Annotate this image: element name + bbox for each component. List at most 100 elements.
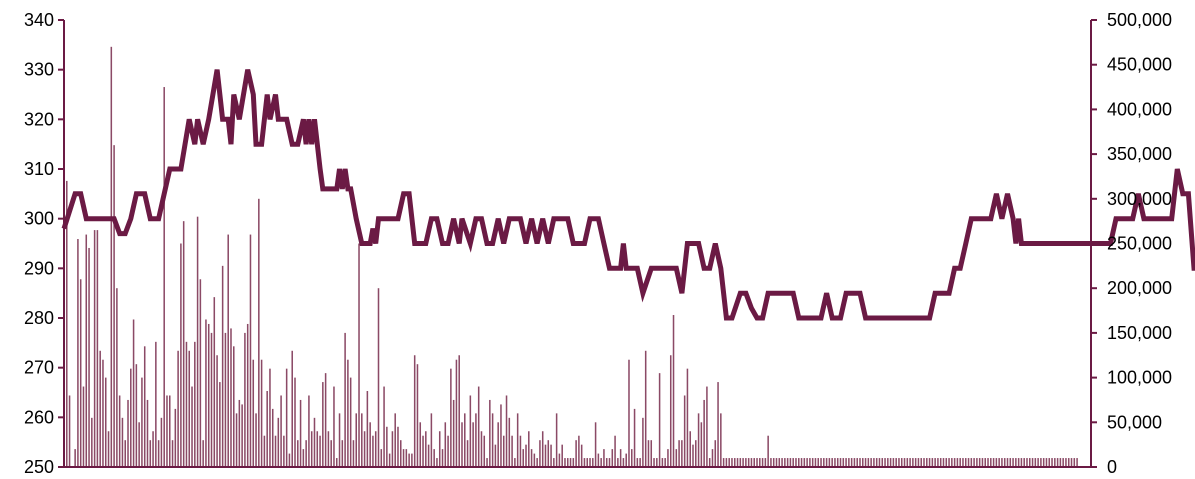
volume-bar: [656, 458, 658, 467]
volume-bar: [870, 458, 872, 467]
volume-bar: [452, 399, 455, 467]
volume-bar: [553, 458, 555, 467]
volume-bar: [592, 458, 594, 467]
volume-bar: [903, 458, 906, 467]
volume-bar: [433, 449, 435, 467]
volume-bar: [700, 422, 703, 467]
volume-bar: [692, 444, 694, 467]
volume-bar: [990, 458, 992, 467]
volume-bar: [269, 368, 271, 467]
volume-bar: [650, 440, 653, 467]
volume-bar: [597, 453, 600, 467]
volume-bar: [349, 377, 352, 467]
volume-bar: [828, 458, 831, 467]
volume-bar: [464, 413, 466, 467]
volume-bar: [316, 431, 319, 467]
volume-bar: [322, 382, 324, 467]
volume-bar: [892, 458, 895, 467]
volume-bar: [864, 458, 867, 467]
volume-bar: [939, 458, 942, 467]
volume-bar: [235, 413, 238, 467]
volume-bar: [308, 395, 310, 467]
volume-bar: [182, 221, 185, 467]
volume-bar: [725, 458, 728, 467]
volume-bar: [714, 440, 717, 467]
volume-bar: [653, 458, 655, 467]
volume-bar: [413, 355, 416, 467]
volume-bar: [88, 247, 90, 467]
volume-bar: [817, 458, 820, 467]
volume-bar: [1031, 458, 1034, 467]
volume-bar: [1048, 458, 1051, 467]
volume-bar: [792, 458, 794, 467]
volume-bar: [761, 458, 764, 467]
volume-bar: [143, 346, 146, 467]
volume-bar: [241, 404, 243, 467]
volume-bar: [489, 399, 491, 467]
volume-bar: [964, 458, 967, 467]
volume-bar: [848, 458, 850, 467]
volume-bar: [528, 431, 530, 467]
volume-bar: [91, 417, 93, 467]
volume-bar: [1051, 458, 1053, 467]
volume-bar: [202, 440, 204, 467]
right-tick-label: 400,000: [1107, 99, 1172, 119]
volume-bar: [636, 458, 639, 467]
volume-bar: [102, 359, 104, 467]
volume-bar: [391, 431, 394, 467]
volume-bar: [875, 458, 878, 467]
volume-bar: [110, 46, 113, 467]
volume-bar: [458, 355, 460, 467]
volume-bar: [781, 458, 783, 467]
volume-bar: [219, 382, 221, 467]
volume-bar: [739, 458, 742, 467]
volume-bar: [135, 364, 138, 467]
volume-bar: [642, 417, 644, 467]
volume-bar: [912, 458, 914, 467]
volume-bar: [369, 422, 371, 467]
volume-bar: [806, 458, 808, 467]
volume-bar: [764, 458, 767, 467]
volume-bar: [188, 350, 191, 467]
left-tick-label: 250: [24, 457, 54, 477]
volume-bar: [631, 449, 633, 467]
left-tick-label: 320: [24, 109, 54, 129]
volume-bar: [628, 359, 630, 467]
volume-bar: [731, 458, 733, 467]
volume-bar: [836, 458, 839, 467]
volume-bar: [862, 458, 864, 467]
volume-bar: [224, 332, 227, 467]
volume-bar: [483, 435, 486, 467]
volume-bar: [622, 458, 625, 467]
volume-bar: [1040, 458, 1042, 467]
volume-bar: [305, 440, 307, 467]
volume-bar: [475, 413, 477, 467]
volume-bar: [767, 435, 769, 467]
volume-bar: [377, 288, 380, 467]
volume-bar: [775, 458, 778, 467]
volume-bar: [171, 440, 174, 467]
volume-bar: [800, 458, 803, 467]
volume-bar: [987, 458, 989, 467]
volume-bar: [522, 449, 524, 467]
volume-bar: [658, 373, 661, 467]
volume-bar: [981, 458, 984, 467]
volume-bar: [586, 458, 589, 467]
volume-bar: [347, 359, 349, 467]
volume-bar: [530, 449, 533, 467]
volume-bar: [441, 449, 444, 467]
volume-bar: [338, 413, 341, 467]
volume-bar: [976, 458, 978, 467]
volume-bar: [750, 458, 753, 467]
right-tick-label: 50,000: [1107, 412, 1162, 432]
volume-bar: [784, 458, 786, 467]
volume-bar: [118, 395, 121, 467]
volume-bar: [132, 319, 135, 467]
volume-bar: [255, 413, 257, 467]
volume-bar: [313, 417, 316, 467]
volume-bar: [310, 431, 313, 467]
volume-bar: [249, 234, 252, 467]
volume-bar: [1023, 458, 1025, 467]
volume-bar: [1015, 458, 1017, 467]
volume-bar: [93, 230, 96, 467]
